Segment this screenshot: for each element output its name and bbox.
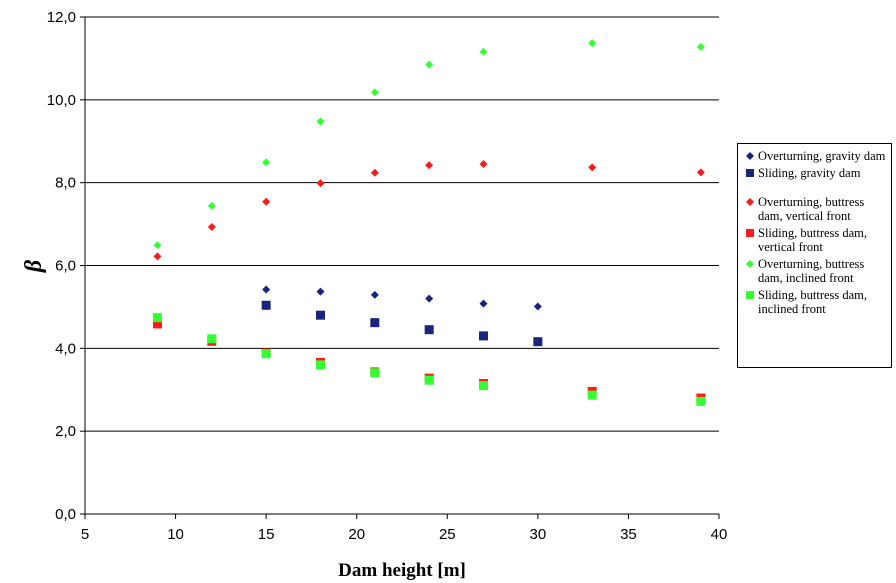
data-point-square (479, 331, 489, 341)
legend-label: Sliding, buttress dam, vertical front (758, 226, 868, 254)
data-point-square (479, 381, 489, 391)
data-point-diamond (479, 160, 488, 169)
data-point-diamond (479, 299, 488, 308)
data-point-diamond (479, 47, 488, 56)
legend-item-overturning-buttress-vertical: Overturning, buttress dam, vertical fron… (742, 195, 891, 223)
legend-marker-diamond-red (746, 198, 754, 206)
y-tick-label: 0,0 (55, 506, 76, 523)
x-tick-label: 40 (711, 526, 728, 543)
legend-item-overturning-buttress-inclined: Overturning, buttress dam, inclined fron… (742, 257, 891, 285)
data-point-diamond (533, 302, 542, 311)
data-point-diamond (316, 287, 325, 296)
axes (80, 16, 720, 519)
data-point-diamond (262, 285, 271, 294)
x-tick-label: 15 (258, 526, 275, 543)
data-point-diamond (207, 201, 216, 210)
legend-marker-diamond-navy (746, 152, 754, 160)
legend: Overturning, gravity dam Sliding, gravit… (737, 143, 892, 368)
data-point-square (696, 396, 706, 406)
data-point-square (261, 349, 271, 359)
x-tick-label: 10 (167, 526, 184, 543)
legend-item-sliding-buttress-inclined: Sliding, buttress dam, inclined front (742, 288, 891, 316)
legend-item-sliding-buttress-vertical: Sliding, buttress dam, vertical front (742, 226, 891, 254)
y-axis-label: β (21, 259, 47, 273)
data-point-square (207, 334, 217, 344)
legend-marker-diamond-green (746, 260, 754, 268)
data-points (152, 39, 706, 406)
data-point-square (370, 318, 380, 328)
data-point-diamond (316, 179, 325, 188)
y-tick-labels: 0,0 2,0 4,0 6,0 8,0 10,0 12,0 (47, 9, 76, 523)
data-point-square (424, 375, 434, 385)
data-point-diamond (262, 158, 271, 167)
data-point-square (587, 390, 597, 400)
data-point-diamond (316, 117, 325, 126)
data-point-diamond (425, 294, 434, 303)
data-point-diamond (425, 161, 434, 170)
legend-label: Overturning, gravity dam (758, 149, 886, 163)
data-point-diamond (370, 290, 379, 299)
data-point-square (315, 310, 325, 320)
legend-marker-square-green (746, 291, 754, 299)
data-point-diamond (696, 168, 705, 177)
data-point-diamond (370, 168, 379, 177)
data-point-square (315, 360, 325, 370)
x-tick-labels: 5 10 15 20 25 30 35 40 (81, 526, 728, 543)
data-point-diamond (262, 197, 271, 206)
data-point-diamond (370, 88, 379, 97)
data-point-diamond (425, 60, 434, 69)
y-tick-label: 2,0 (55, 423, 76, 440)
y-tick-label: 10,0 (47, 92, 76, 109)
data-point-diamond (588, 163, 597, 172)
data-point-square (370, 368, 380, 378)
y-tick-label: 4,0 (55, 340, 76, 357)
data-point-diamond (153, 252, 162, 261)
legend-marker-square-red (746, 229, 754, 237)
x-tick-label: 25 (439, 526, 456, 543)
data-point-square (152, 319, 162, 329)
x-axis-label: Dam height [m] (338, 560, 466, 581)
legend-label: Sliding, buttress dam, inclined front (758, 288, 868, 316)
legend-label: Overturning, buttress dam, inclined fron… (758, 257, 865, 285)
data-point-square (533, 337, 543, 347)
legend-label: Overturning, buttress dam, vertical fron… (758, 195, 865, 223)
legend-label: Sliding, gravity dam (758, 166, 861, 180)
legend-item-overturning-gravity: Overturning, gravity dam (742, 149, 891, 163)
x-tick-label: 35 (620, 526, 637, 543)
x-tick-label: 30 (530, 526, 547, 543)
y-tick-label: 8,0 (55, 175, 76, 192)
data-point-square (152, 313, 162, 323)
y-tick-label: 6,0 (55, 258, 76, 275)
data-point-diamond (696, 42, 705, 51)
legend-marker-square-navy (746, 169, 754, 177)
data-point-square (424, 325, 434, 335)
data-point-square (261, 300, 271, 310)
x-tick-label: 5 (81, 526, 89, 543)
data-point-diamond (207, 222, 216, 231)
y-tick-label: 12,0 (47, 9, 76, 26)
data-point-diamond (153, 241, 162, 250)
data-point-diamond (588, 39, 597, 48)
legend-item-sliding-gravity: Sliding, gravity dam (742, 166, 891, 180)
grid-lines (85, 16, 719, 432)
x-tick-label: 20 (348, 526, 365, 543)
